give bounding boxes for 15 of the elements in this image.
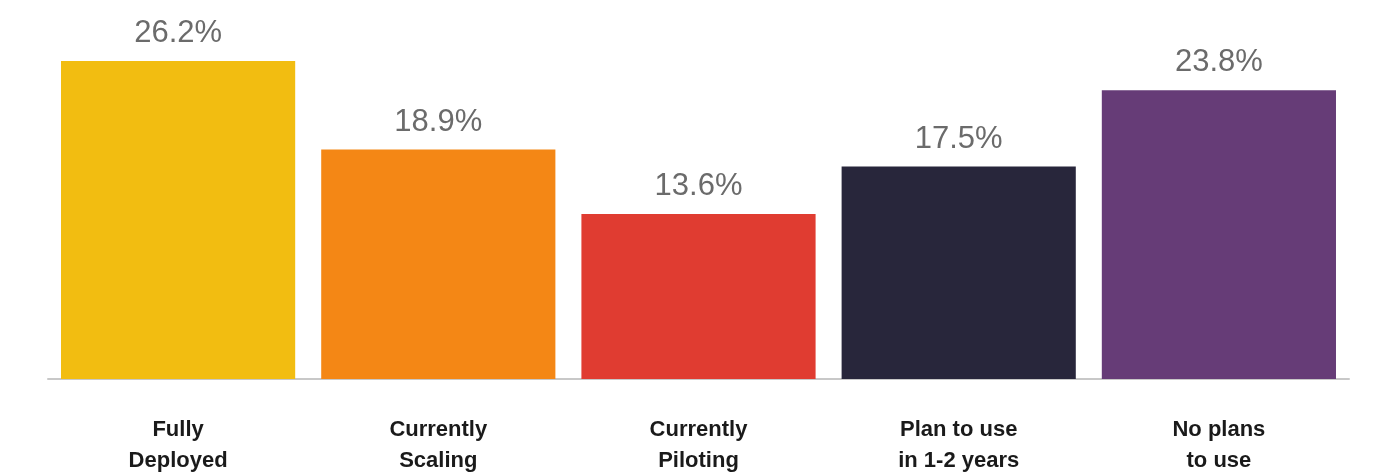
bar [1101, 90, 1336, 379]
data-label: 13.6% [654, 166, 743, 202]
bar [581, 213, 816, 379]
data-label: 23.8% [1174, 43, 1263, 79]
bar [321, 149, 556, 379]
data-label: 18.9% [394, 102, 483, 138]
bar [61, 61, 296, 379]
x-tick-label: Fully Deployed [128, 416, 228, 472]
x-tick-label: Currently Scaling [389, 416, 488, 472]
x-tick-label: No plans to use [1172, 416, 1266, 472]
bar [841, 166, 1076, 379]
x-tick-label: Currently Piloting [649, 416, 749, 472]
data-label: 26.2% [134, 14, 223, 49]
x-tick-label: Plan to use in 1-2 years [898, 416, 1020, 472]
data-label: 17.5% [914, 119, 1003, 155]
